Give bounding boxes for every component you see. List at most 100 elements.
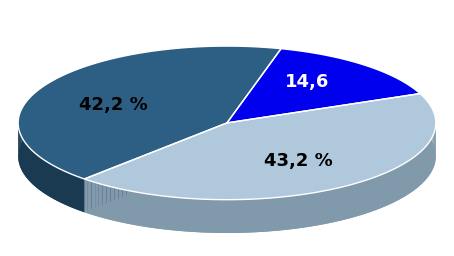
Polygon shape	[88, 180, 91, 215]
Polygon shape	[107, 186, 110, 220]
Polygon shape	[68, 173, 71, 207]
Polygon shape	[433, 133, 434, 168]
Polygon shape	[306, 193, 311, 227]
Polygon shape	[30, 148, 31, 183]
Polygon shape	[127, 190, 131, 224]
Polygon shape	[274, 197, 279, 231]
Polygon shape	[434, 130, 435, 165]
Polygon shape	[153, 195, 157, 229]
Polygon shape	[232, 200, 237, 233]
Polygon shape	[52, 165, 54, 199]
Polygon shape	[78, 177, 81, 211]
Polygon shape	[344, 186, 348, 220]
Polygon shape	[419, 152, 421, 187]
Polygon shape	[222, 200, 227, 233]
Polygon shape	[110, 187, 114, 221]
Polygon shape	[208, 199, 213, 233]
Polygon shape	[189, 198, 194, 232]
Polygon shape	[352, 184, 355, 218]
Polygon shape	[180, 198, 185, 231]
Polygon shape	[432, 136, 433, 172]
Polygon shape	[395, 167, 398, 202]
Polygon shape	[131, 191, 135, 225]
Polygon shape	[84, 179, 88, 214]
Polygon shape	[373, 176, 377, 211]
Polygon shape	[38, 156, 40, 190]
Polygon shape	[429, 140, 430, 175]
Polygon shape	[148, 194, 153, 228]
Polygon shape	[62, 170, 65, 205]
Polygon shape	[71, 174, 74, 209]
Polygon shape	[227, 200, 232, 233]
Polygon shape	[203, 199, 208, 233]
Polygon shape	[199, 199, 203, 232]
Polygon shape	[19, 114, 20, 149]
Polygon shape	[22, 138, 23, 173]
Polygon shape	[114, 188, 118, 222]
Text: 14,6: 14,6	[285, 73, 329, 91]
Polygon shape	[265, 198, 270, 232]
Text: 42,2 %: 42,2 %	[79, 96, 148, 114]
Polygon shape	[57, 167, 59, 202]
Polygon shape	[135, 192, 139, 226]
Polygon shape	[95, 183, 99, 217]
Polygon shape	[284, 196, 288, 230]
Polygon shape	[392, 168, 395, 203]
Text: 43,2 %: 43,2 %	[264, 152, 333, 170]
Polygon shape	[315, 192, 319, 226]
Polygon shape	[408, 159, 410, 194]
Polygon shape	[237, 199, 242, 233]
Polygon shape	[144, 193, 148, 227]
Polygon shape	[175, 197, 180, 231]
Polygon shape	[103, 185, 107, 219]
Polygon shape	[213, 199, 217, 233]
Polygon shape	[410, 158, 413, 193]
Polygon shape	[217, 200, 222, 233]
Polygon shape	[246, 199, 251, 233]
Polygon shape	[99, 184, 103, 218]
Polygon shape	[242, 199, 246, 233]
Polygon shape	[403, 163, 406, 197]
Polygon shape	[18, 46, 281, 179]
Polygon shape	[24, 141, 25, 176]
Polygon shape	[427, 143, 428, 178]
Polygon shape	[288, 196, 293, 230]
Polygon shape	[425, 145, 427, 180]
Polygon shape	[415, 155, 417, 190]
Polygon shape	[25, 143, 26, 178]
Polygon shape	[383, 173, 386, 207]
Polygon shape	[74, 175, 78, 210]
Polygon shape	[421, 150, 422, 185]
Polygon shape	[413, 156, 415, 191]
Polygon shape	[91, 181, 95, 216]
Polygon shape	[417, 153, 419, 188]
Polygon shape	[65, 172, 68, 206]
Polygon shape	[42, 159, 44, 194]
Polygon shape	[428, 142, 429, 177]
Polygon shape	[33, 151, 35, 186]
Polygon shape	[355, 182, 359, 217]
Polygon shape	[49, 163, 52, 198]
Polygon shape	[20, 134, 21, 169]
Polygon shape	[370, 178, 373, 212]
Polygon shape	[363, 180, 366, 215]
Polygon shape	[18, 79, 281, 212]
Polygon shape	[157, 195, 162, 229]
Polygon shape	[21, 136, 22, 171]
Polygon shape	[424, 147, 425, 182]
Polygon shape	[366, 179, 370, 213]
Polygon shape	[311, 193, 315, 227]
Polygon shape	[36, 154, 38, 189]
Polygon shape	[328, 189, 332, 223]
Polygon shape	[194, 199, 199, 232]
Polygon shape	[23, 140, 24, 174]
Polygon shape	[20, 111, 21, 145]
Polygon shape	[166, 196, 171, 230]
Polygon shape	[270, 198, 274, 231]
Polygon shape	[302, 194, 306, 228]
Polygon shape	[59, 169, 62, 204]
Polygon shape	[123, 189, 127, 223]
Polygon shape	[390, 170, 392, 205]
Polygon shape	[279, 197, 284, 231]
Polygon shape	[297, 195, 302, 229]
